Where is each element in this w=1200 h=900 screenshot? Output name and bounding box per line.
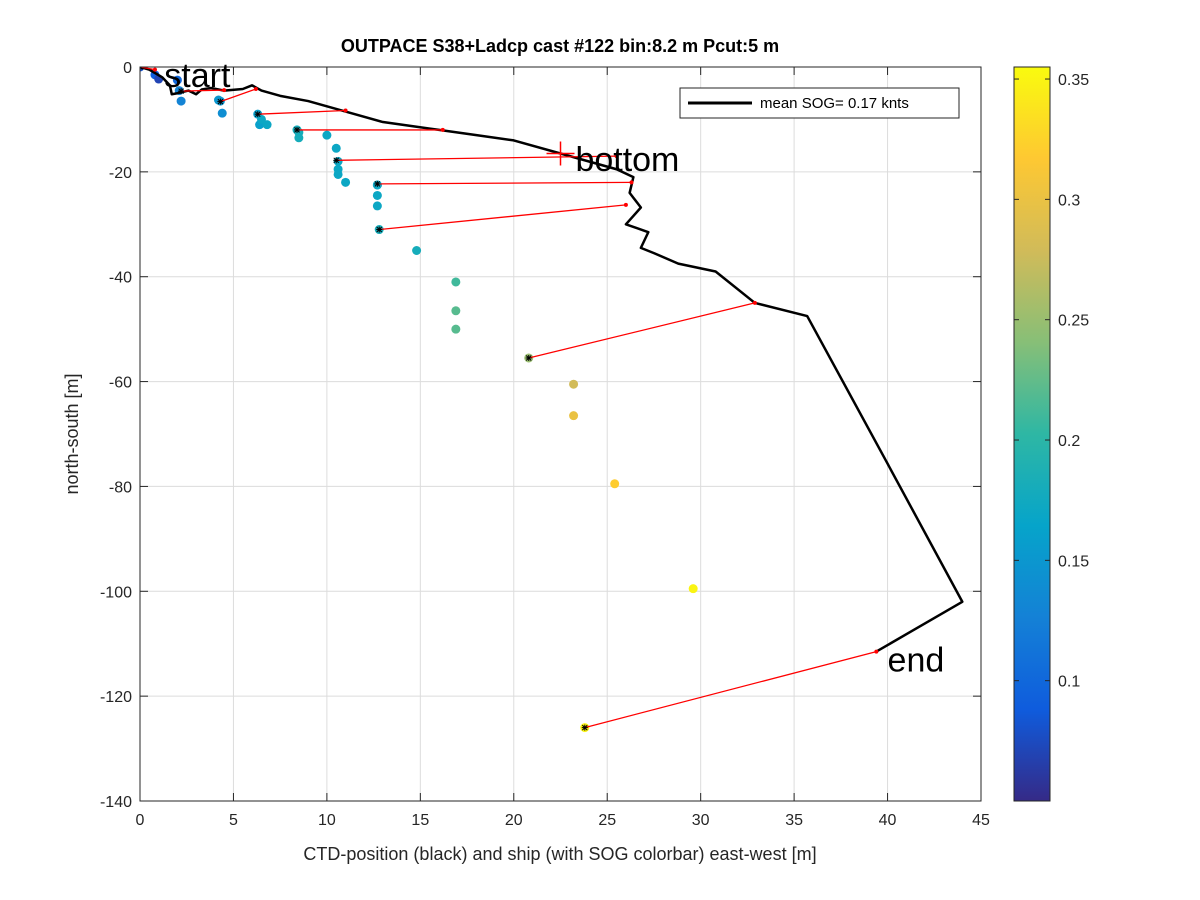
y-tick-label: 0	[123, 60, 132, 77]
ctd-ship-link	[528, 302, 756, 359]
ctd-link-point	[629, 180, 634, 185]
series-layer	[140, 67, 964, 733]
y-tick-label: -100	[100, 584, 132, 601]
ctd-ship-link	[377, 181, 632, 185]
x-tick-label: 35	[785, 812, 803, 829]
ctd-ship-link	[181, 89, 225, 92]
ship-link-marker	[217, 98, 224, 105]
ship-point	[610, 479, 620, 489]
ship-point	[217, 108, 227, 118]
ship-point	[451, 306, 461, 316]
ctd-link-point	[152, 67, 157, 72]
colorbar-tick-label: 0.35	[1058, 72, 1089, 89]
plot-area	[140, 67, 981, 801]
legend-label: mean SOG= 0.17 knts	[760, 95, 909, 112]
ship-point	[372, 201, 382, 211]
ship-link-marker	[254, 111, 261, 118]
ship-link-marker	[374, 180, 381, 187]
ship-point	[451, 324, 461, 334]
annotation-start: start	[164, 57, 231, 95]
axis-ticks: 0 5 10 15 20 25 30 35 40 45 0 -20 -40 -60 -80 -100 -120 -…	[100, 60, 990, 829]
x-tick-label: 0	[136, 812, 145, 829]
ship-point	[333, 169, 343, 179]
colorbar-frame	[1013, 66, 1051, 802]
ship-link-marker	[581, 724, 588, 731]
y-tick-label: -60	[109, 375, 132, 392]
ship-point	[569, 411, 579, 421]
x-tick-label: 25	[598, 812, 616, 829]
ship-point	[341, 177, 351, 187]
ship-link-marker	[140, 67, 143, 70]
chart-title: OUTPACE S38+Ladcp cast #122 bin:8.2 m Pc…	[341, 36, 779, 56]
ship-link-marker	[376, 226, 383, 233]
ctd-link-point	[874, 649, 879, 654]
colorbar-tick-label: 0.1	[1058, 674, 1080, 691]
y-tick-label: -80	[109, 479, 132, 496]
ctd-link-point	[752, 300, 757, 305]
x-tick-label: 30	[692, 812, 710, 829]
ship-point	[172, 75, 182, 85]
ctd-ship-link	[379, 204, 626, 231]
colorbar-tick-label: 0.25	[1058, 313, 1089, 330]
colorbar-ticks: 0.1 0.15 0.2 0.25 0.3 0.35	[1014, 72, 1089, 691]
y-tick-label: -20	[109, 165, 132, 182]
ship-point	[451, 277, 461, 287]
ship-point	[262, 120, 272, 130]
y-tick-label: -120	[100, 689, 132, 706]
ctd-ship-link	[257, 109, 346, 115]
x-tick-label: 15	[411, 812, 429, 829]
ship-link-marker	[333, 157, 340, 164]
ship-point	[569, 379, 579, 389]
ship-link-marker	[293, 126, 300, 133]
x-tick-label: 10	[318, 812, 336, 829]
annotations: start bottom end	[164, 57, 944, 680]
y-axis-label: north-south [m]	[62, 373, 82, 494]
colorbar-tick-label: 0.2	[1058, 433, 1080, 450]
x-axis-label: CTD-position (black) and ship (with SOG …	[303, 844, 816, 864]
ctd-link-point	[343, 108, 348, 113]
x-tick-label: 40	[879, 812, 897, 829]
ctd-link-point	[253, 87, 258, 92]
colorbar-tick-label: 0.3	[1058, 192, 1080, 209]
ship-point	[331, 143, 341, 153]
x-tick-label: 20	[505, 812, 523, 829]
x-tick-label: 45	[972, 812, 990, 829]
ctd-link-point	[614, 154, 619, 159]
y-tick-label: -40	[109, 270, 132, 287]
legend: mean SOG= 0.17 knts	[679, 87, 960, 119]
colorbar-gradient	[1014, 67, 1050, 801]
ctd-link-point	[440, 127, 445, 132]
plot-frame	[139, 66, 982, 802]
ship-point	[372, 190, 382, 200]
ship-link-marker	[178, 88, 185, 95]
ship-point	[412, 246, 422, 255]
y-tick-label: -140	[100, 794, 132, 811]
colorbar-tick-label: 0.15	[1058, 553, 1089, 570]
ctd-ship-link	[336, 155, 617, 161]
annotation-end: end	[888, 641, 945, 679]
annotation-bottom: bottom	[575, 141, 679, 179]
x-tick-label: 5	[229, 812, 238, 829]
ctd-link-point	[222, 88, 227, 93]
ctd-ship-link	[584, 650, 877, 729]
ship-point	[176, 96, 186, 106]
ship-point	[322, 130, 332, 140]
ship-point	[688, 584, 698, 594]
ship-link-marker	[525, 354, 532, 361]
colorbar: 0.1 0.15 0.2 0.25 0.3 0.35	[1013, 66, 1089, 802]
ctd-link-point	[623, 202, 628, 207]
ctd-ship-link	[220, 88, 257, 103]
